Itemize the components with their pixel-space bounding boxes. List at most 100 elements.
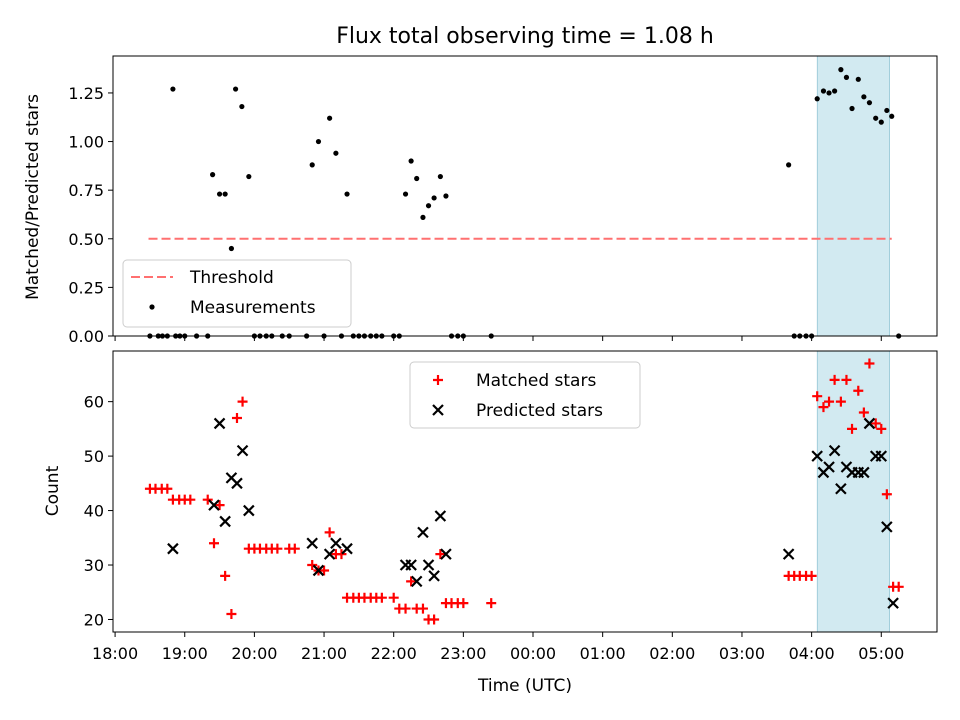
measurement-point (246, 173, 252, 180)
x-tick-label: 05:00 (858, 644, 904, 663)
predicted-star-point (167, 542, 179, 555)
predicted-star-point (410, 575, 423, 588)
legend-predicted-swatch (432, 404, 444, 416)
predicted-star-point (219, 515, 231, 528)
matched-star-point (220, 570, 231, 581)
y-tick-label: 0.25 (68, 278, 104, 297)
measurement-point (414, 175, 420, 182)
measurement-point (878, 119, 884, 125)
matched-star-point (812, 391, 823, 402)
measurement-point (210, 172, 216, 178)
measurement-point (838, 67, 844, 73)
matched-star-point (806, 570, 817, 581)
x-tick-label: 18:00 (92, 644, 138, 663)
x-tick-label: 03:00 (719, 644, 765, 663)
predicted-star-point (440, 548, 452, 560)
bottom-legend: Matched stars Predicted stars (409, 361, 641, 429)
top-legend: Threshold Measurements (122, 259, 352, 328)
matched-star-point (486, 598, 497, 609)
matched-star-point (458, 598, 469, 609)
ratio-panel: 0.00 0.25 0.50 0.75 1.00 1.25 Threshold Measure… (68, 55, 938, 346)
predicted-star-point (405, 559, 417, 571)
matched-star-point (870, 418, 881, 429)
matched-star-point (185, 494, 196, 505)
predicted-star-point (858, 466, 870, 479)
x-tick-label: 00:00 (510, 644, 556, 663)
measurement-point (820, 88, 827, 94)
y-tick-label: 0.50 (68, 230, 104, 249)
x-tick-label: 19:00 (162, 644, 208, 663)
measurement-point (309, 162, 315, 168)
measurement-point (228, 245, 235, 252)
bottom-y-axis-label: Count (43, 465, 63, 516)
matched-star-point (876, 423, 887, 434)
matched-star-point (319, 565, 330, 576)
highlight-span (816, 350, 890, 633)
matched-star-point (214, 500, 225, 511)
matched-star-point (202, 494, 213, 505)
x-tick-label: 23:00 (440, 644, 486, 663)
matched-star-point (417, 603, 428, 614)
measurement-point (889, 113, 895, 119)
y-tick-label: 60 (84, 393, 104, 412)
measurement-point (873, 115, 879, 121)
matched-star-point (847, 423, 858, 434)
x-tick-label: 04:00 (789, 644, 835, 663)
predicted-star-point (782, 548, 795, 560)
predicted-star-point (881, 521, 893, 533)
legend-box (122, 259, 352, 328)
matched-star-point (841, 374, 852, 385)
bottom-axes-frame (112, 350, 938, 633)
measurement-point (222, 191, 228, 197)
count-panel: 20 30 40 50 60 18:00 19:00 20:00 21:00 22:00 23:00… (84, 350, 938, 663)
y-tick-label: 0.00 (68, 327, 104, 346)
matched-star-point (429, 614, 440, 625)
measurement-point (327, 115, 333, 121)
legend-box (409, 361, 641, 429)
legend-measurement-label: Measurements (190, 298, 316, 318)
measurement-point (239, 103, 245, 110)
predicted-star-point (417, 526, 429, 539)
x-tick-label: 22:00 (371, 644, 417, 663)
legend-predicted-label: Predicted stars (476, 401, 603, 421)
matched-star-point (231, 412, 242, 423)
measurement-point (826, 90, 832, 96)
predicted-star-point (243, 504, 255, 517)
measurement-point (431, 195, 437, 201)
predicted-star-point (428, 570, 440, 582)
matched-star-point (818, 402, 829, 413)
matched-star-point (289, 543, 300, 554)
top-axes-frame (112, 55, 938, 337)
predicted-star-point (208, 499, 220, 511)
matched-star-point (162, 483, 173, 494)
y-tick-label: 30 (84, 556, 104, 575)
measurement-point (843, 74, 850, 80)
chart-title: Flux total observing time = 1.08 h (336, 24, 714, 49)
matched-star-point (208, 538, 219, 549)
matched-star-point (400, 603, 411, 614)
predicted-star-point (341, 542, 353, 555)
matched-star-point (858, 407, 869, 418)
predicted-star-point (231, 477, 243, 490)
matched-star-point (237, 396, 248, 407)
predicted-star-point (828, 444, 841, 457)
legend-measurement-swatch (149, 304, 155, 310)
measurement-point (425, 203, 432, 209)
matched-star-point (435, 549, 446, 560)
measurement-point (216, 191, 223, 197)
predicted-star-point (875, 450, 888, 462)
measurement-point (832, 88, 838, 94)
x-tick-label: 01:00 (580, 644, 626, 663)
predicted-star-point (863, 417, 876, 430)
legend-matched-swatch (433, 375, 443, 385)
matched-star-point (336, 549, 347, 560)
legend-matched-label: Matched stars (476, 371, 596, 391)
measurement-point (315, 138, 322, 145)
matched-star-point (881, 489, 892, 500)
predicted-star-point (823, 461, 835, 473)
matched-star-point (406, 576, 417, 587)
legend-threshold-label: Threshold (189, 268, 274, 288)
measurement-point (861, 94, 867, 100)
measurement-point (420, 214, 426, 220)
